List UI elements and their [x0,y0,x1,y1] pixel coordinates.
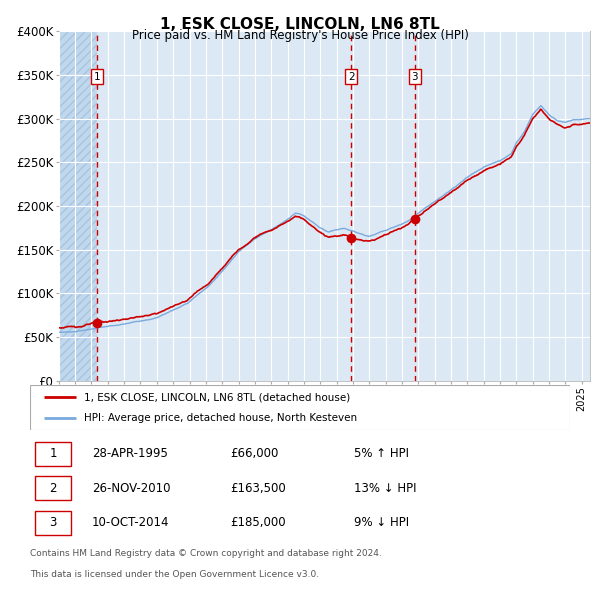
Text: 2: 2 [49,481,57,495]
Text: £66,000: £66,000 [230,447,278,460]
Text: 9% ↓ HPI: 9% ↓ HPI [354,516,409,529]
Text: £163,500: £163,500 [230,481,286,495]
Text: 1: 1 [49,447,57,460]
Text: 10-OCT-2014: 10-OCT-2014 [92,516,170,529]
FancyBboxPatch shape [35,510,71,535]
Text: 3: 3 [412,71,418,81]
Text: 2: 2 [348,71,355,81]
Text: 13% ↓ HPI: 13% ↓ HPI [354,481,416,495]
Text: Contains HM Land Registry data © Crown copyright and database right 2024.: Contains HM Land Registry data © Crown c… [30,549,382,558]
Text: 5% ↑ HPI: 5% ↑ HPI [354,447,409,460]
Text: 28-APR-1995: 28-APR-1995 [92,447,168,460]
Text: HPI: Average price, detached house, North Kesteven: HPI: Average price, detached house, Nort… [84,412,357,422]
Text: Price paid vs. HM Land Registry's House Price Index (HPI): Price paid vs. HM Land Registry's House … [131,30,469,42]
FancyBboxPatch shape [35,476,71,500]
Text: £185,000: £185,000 [230,516,286,529]
FancyBboxPatch shape [35,442,71,466]
FancyBboxPatch shape [30,385,570,430]
Text: This data is licensed under the Open Government Licence v3.0.: This data is licensed under the Open Gov… [30,570,319,579]
Text: 26-NOV-2010: 26-NOV-2010 [92,481,170,495]
Text: 1: 1 [94,71,100,81]
Text: 3: 3 [49,516,56,529]
Text: 1, ESK CLOSE, LINCOLN, LN6 8TL (detached house): 1, ESK CLOSE, LINCOLN, LN6 8TL (detached… [84,392,350,402]
Text: 1, ESK CLOSE, LINCOLN, LN6 8TL: 1, ESK CLOSE, LINCOLN, LN6 8TL [160,17,440,31]
